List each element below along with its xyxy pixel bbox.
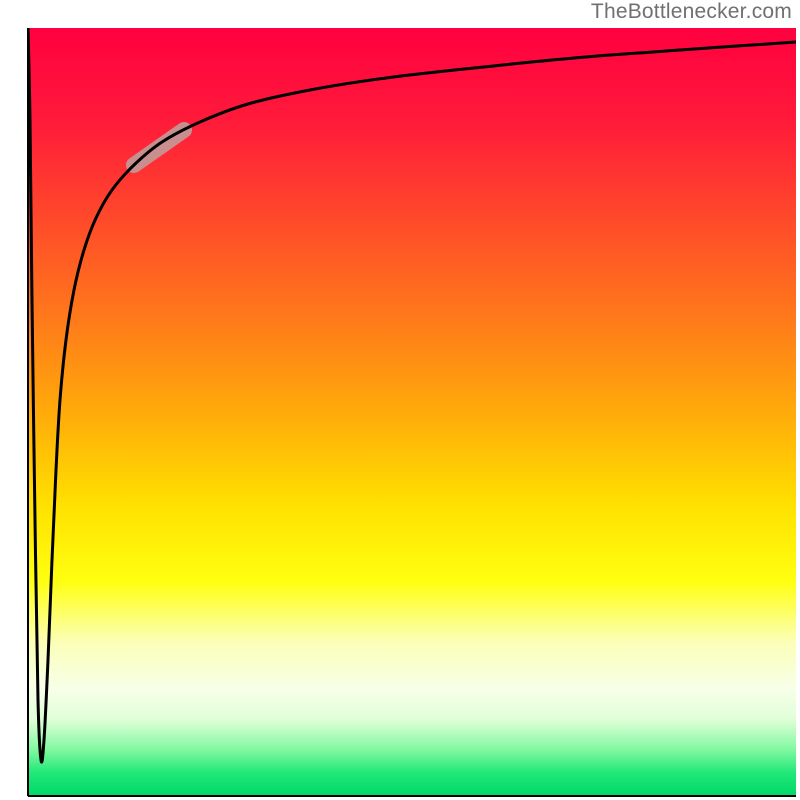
chart-container: TheBottlenecker.com [0,0,800,800]
bottleneck-chart [0,0,800,800]
plot-background [28,28,796,796]
watermark-text: TheBottlenecker.com [591,0,792,24]
